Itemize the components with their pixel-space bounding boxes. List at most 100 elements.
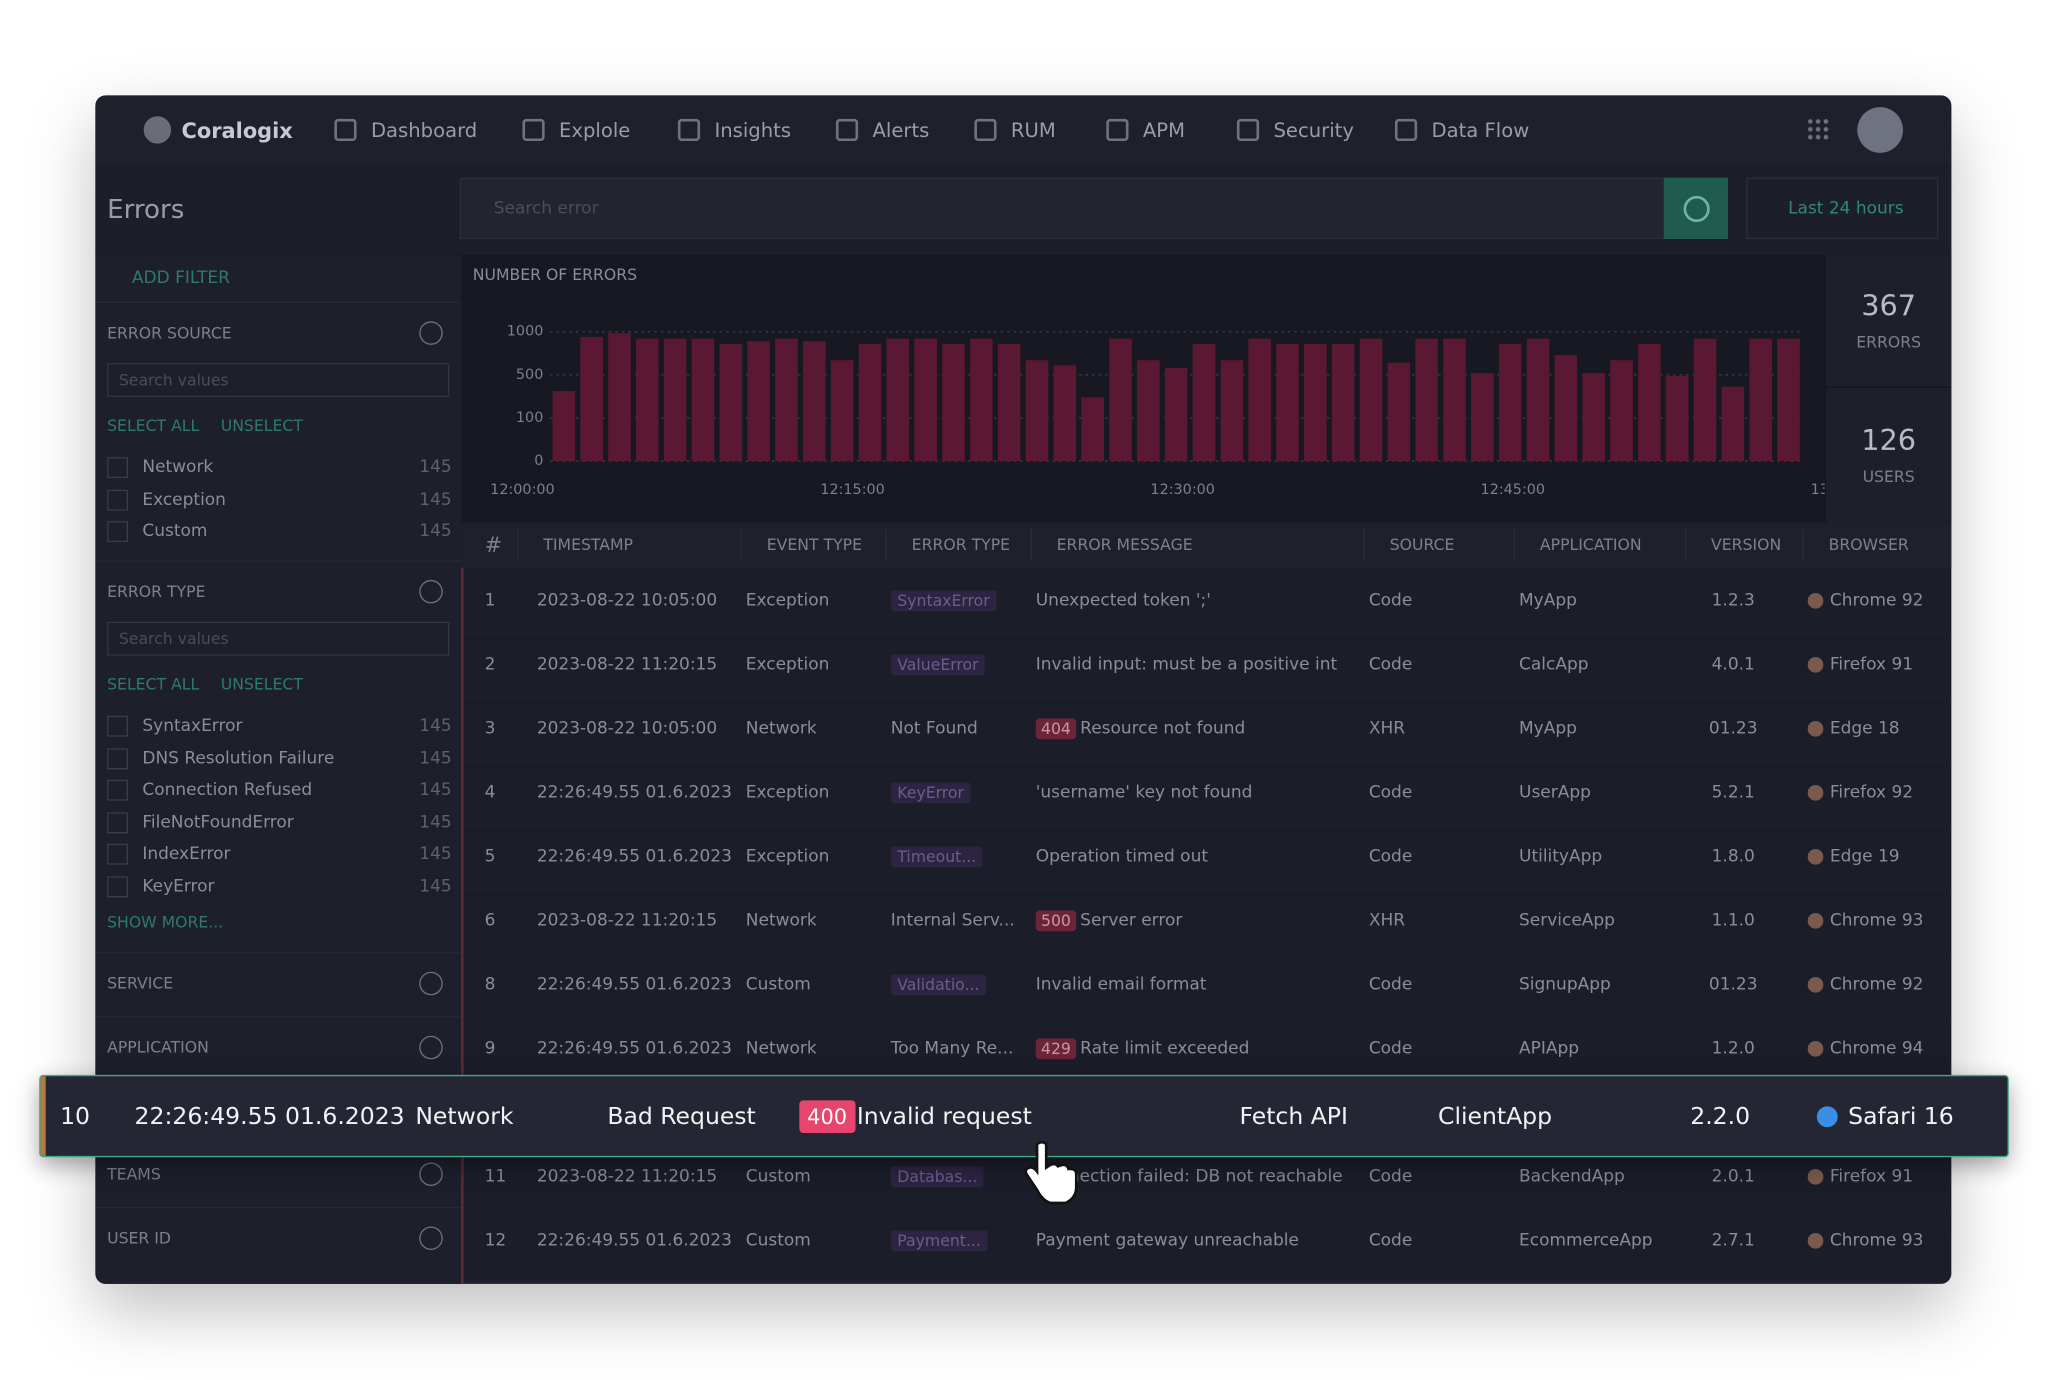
option-count: 145 — [419, 812, 452, 832]
cell: 11 — [484, 1167, 507, 1187]
cell: 5 — [484, 847, 496, 867]
bar — [803, 341, 826, 462]
table-row[interactable] — [463, 825, 1952, 890]
cell: 2023-08-22 11:20:15 — [536, 1167, 718, 1187]
cell: Exception — [745, 847, 830, 867]
bar — [1749, 338, 1772, 462]
checkbox[interactable] — [107, 811, 128, 833]
checkbox[interactable] — [107, 457, 128, 479]
cell: 2.2.0 — [1690, 1103, 1751, 1131]
cell: Code — [1368, 1039, 1413, 1059]
cell: Firefox 91 — [1829, 655, 1914, 675]
section-toggle[interactable] — [419, 321, 443, 345]
cell: Chrome 94 — [1829, 1039, 1924, 1059]
column-header: # — [484, 532, 503, 558]
bar — [747, 341, 770, 462]
checkbox[interactable] — [107, 521, 128, 543]
cell: Chrome 93 — [1829, 911, 1924, 931]
table-row[interactable] — [463, 953, 1952, 1018]
table-row[interactable] — [463, 1209, 1952, 1274]
table-row[interactable] — [463, 697, 1952, 762]
show-more[interactable]: SHOW MORE... — [107, 912, 224, 932]
section-divider — [95, 1206, 462, 1209]
checkbox[interactable] — [107, 779, 128, 801]
table-row[interactable] — [463, 1145, 1952, 1210]
browser-icon — [1807, 1232, 1824, 1249]
section-divider — [95, 560, 462, 562]
section-divider — [95, 301, 462, 304]
column-divider — [885, 528, 887, 562]
nav-icon — [1236, 118, 1260, 142]
nav-item[interactable]: Alerts — [872, 118, 930, 143]
nav-item[interactable]: APM — [1142, 118, 1185, 143]
section-toggle[interactable] — [419, 971, 443, 996]
unselect[interactable]: UNSELECT — [220, 416, 303, 435]
cell: XHR — [1368, 719, 1406, 739]
time-button[interactable] — [1746, 177, 1939, 240]
column-header: APPLICATION — [1539, 535, 1642, 554]
cell: Network — [745, 1039, 817, 1059]
cell: Chrome 92 — [1829, 975, 1924, 995]
bar — [1387, 362, 1411, 462]
section-toggle[interactable] — [419, 579, 443, 604]
cell: Not Found — [890, 719, 978, 739]
highlighted-row[interactable]: 10 22:26:49.55 01.6.2023 Network Bad Reques… — [39, 1074, 2009, 1158]
search-icon — [1683, 195, 1710, 223]
table-row[interactable] — [463, 761, 1952, 826]
values-search[interactable] — [107, 363, 450, 398]
bar — [1304, 343, 1327, 462]
search-box[interactable] — [459, 177, 1664, 240]
checkbox[interactable] — [107, 875, 128, 897]
nav-item[interactable]: Data Flow — [1431, 118, 1530, 143]
cell: Rate limit exceeded — [1080, 1039, 1250, 1059]
nav-item[interactable]: Security — [1273, 118, 1354, 143]
table-row[interactable] — [463, 889, 1952, 954]
section-toggle[interactable] — [419, 1162, 443, 1186]
cell: 2023-08-22 11:20:15 — [536, 655, 718, 675]
cell: 6 — [484, 911, 496, 931]
cursor — [1024, 1140, 1078, 1205]
column-header: EVENT TYPE — [766, 535, 863, 554]
checkbox[interactable] — [107, 489, 128, 511]
nav-item[interactable]: RUM — [1010, 118, 1056, 143]
select-all[interactable]: SELECT ALL — [107, 675, 200, 694]
y-tick-label: 500 — [516, 367, 543, 383]
cell: MyApp — [1519, 591, 1577, 611]
section-title: USER ID — [107, 1229, 171, 1248]
y-tick-label: 1000 — [507, 324, 544, 340]
nav-item[interactable]: Dashboard — [370, 118, 478, 143]
bar — [1582, 373, 1605, 462]
cell: Code — [1368, 1231, 1413, 1251]
cell: 22:26:49.55 01.6.2023 — [536, 975, 732, 995]
checkbox[interactable] — [107, 715, 128, 737]
cell: 12 — [484, 1231, 507, 1251]
select-all[interactable]: SELECT ALL — [107, 416, 200, 435]
section-toggle[interactable] — [419, 1035, 443, 1060]
cell: Network — [415, 1103, 514, 1131]
column-divider — [740, 528, 742, 562]
cell: Exception — [745, 783, 830, 803]
bar — [997, 343, 1021, 462]
bar — [1526, 338, 1550, 462]
checkbox[interactable] — [107, 843, 128, 865]
nav-item[interactable]: Insights — [714, 118, 792, 143]
bar — [1443, 338, 1466, 462]
time-range: Last 24 hours — [1788, 199, 1904, 219]
bar — [914, 338, 937, 462]
x-tick-label: 12:45:00 — [1481, 482, 1546, 498]
column-divider — [1363, 528, 1365, 562]
section-toggle[interactable] — [419, 1226, 443, 1250]
values-search[interactable] — [107, 621, 450, 656]
table-row[interactable] — [463, 633, 1952, 698]
cell: Safari 16 — [1848, 1103, 1954, 1131]
cell: Payment gateway unreachable — [1035, 1231, 1299, 1251]
cell: 400 — [799, 1100, 855, 1134]
y-tick-label: 0 — [534, 453, 543, 469]
nav-item[interactable]: Explole — [559, 118, 631, 143]
cell: Invalid email format — [1035, 975, 1207, 995]
checkbox[interactable] — [107, 747, 128, 769]
unselect[interactable]: UNSELECT — [220, 675, 303, 694]
cell: Unexpected token ';' — [1035, 591, 1211, 611]
table-row[interactable] — [463, 569, 1952, 634]
apps-grid — [1806, 117, 1830, 142]
